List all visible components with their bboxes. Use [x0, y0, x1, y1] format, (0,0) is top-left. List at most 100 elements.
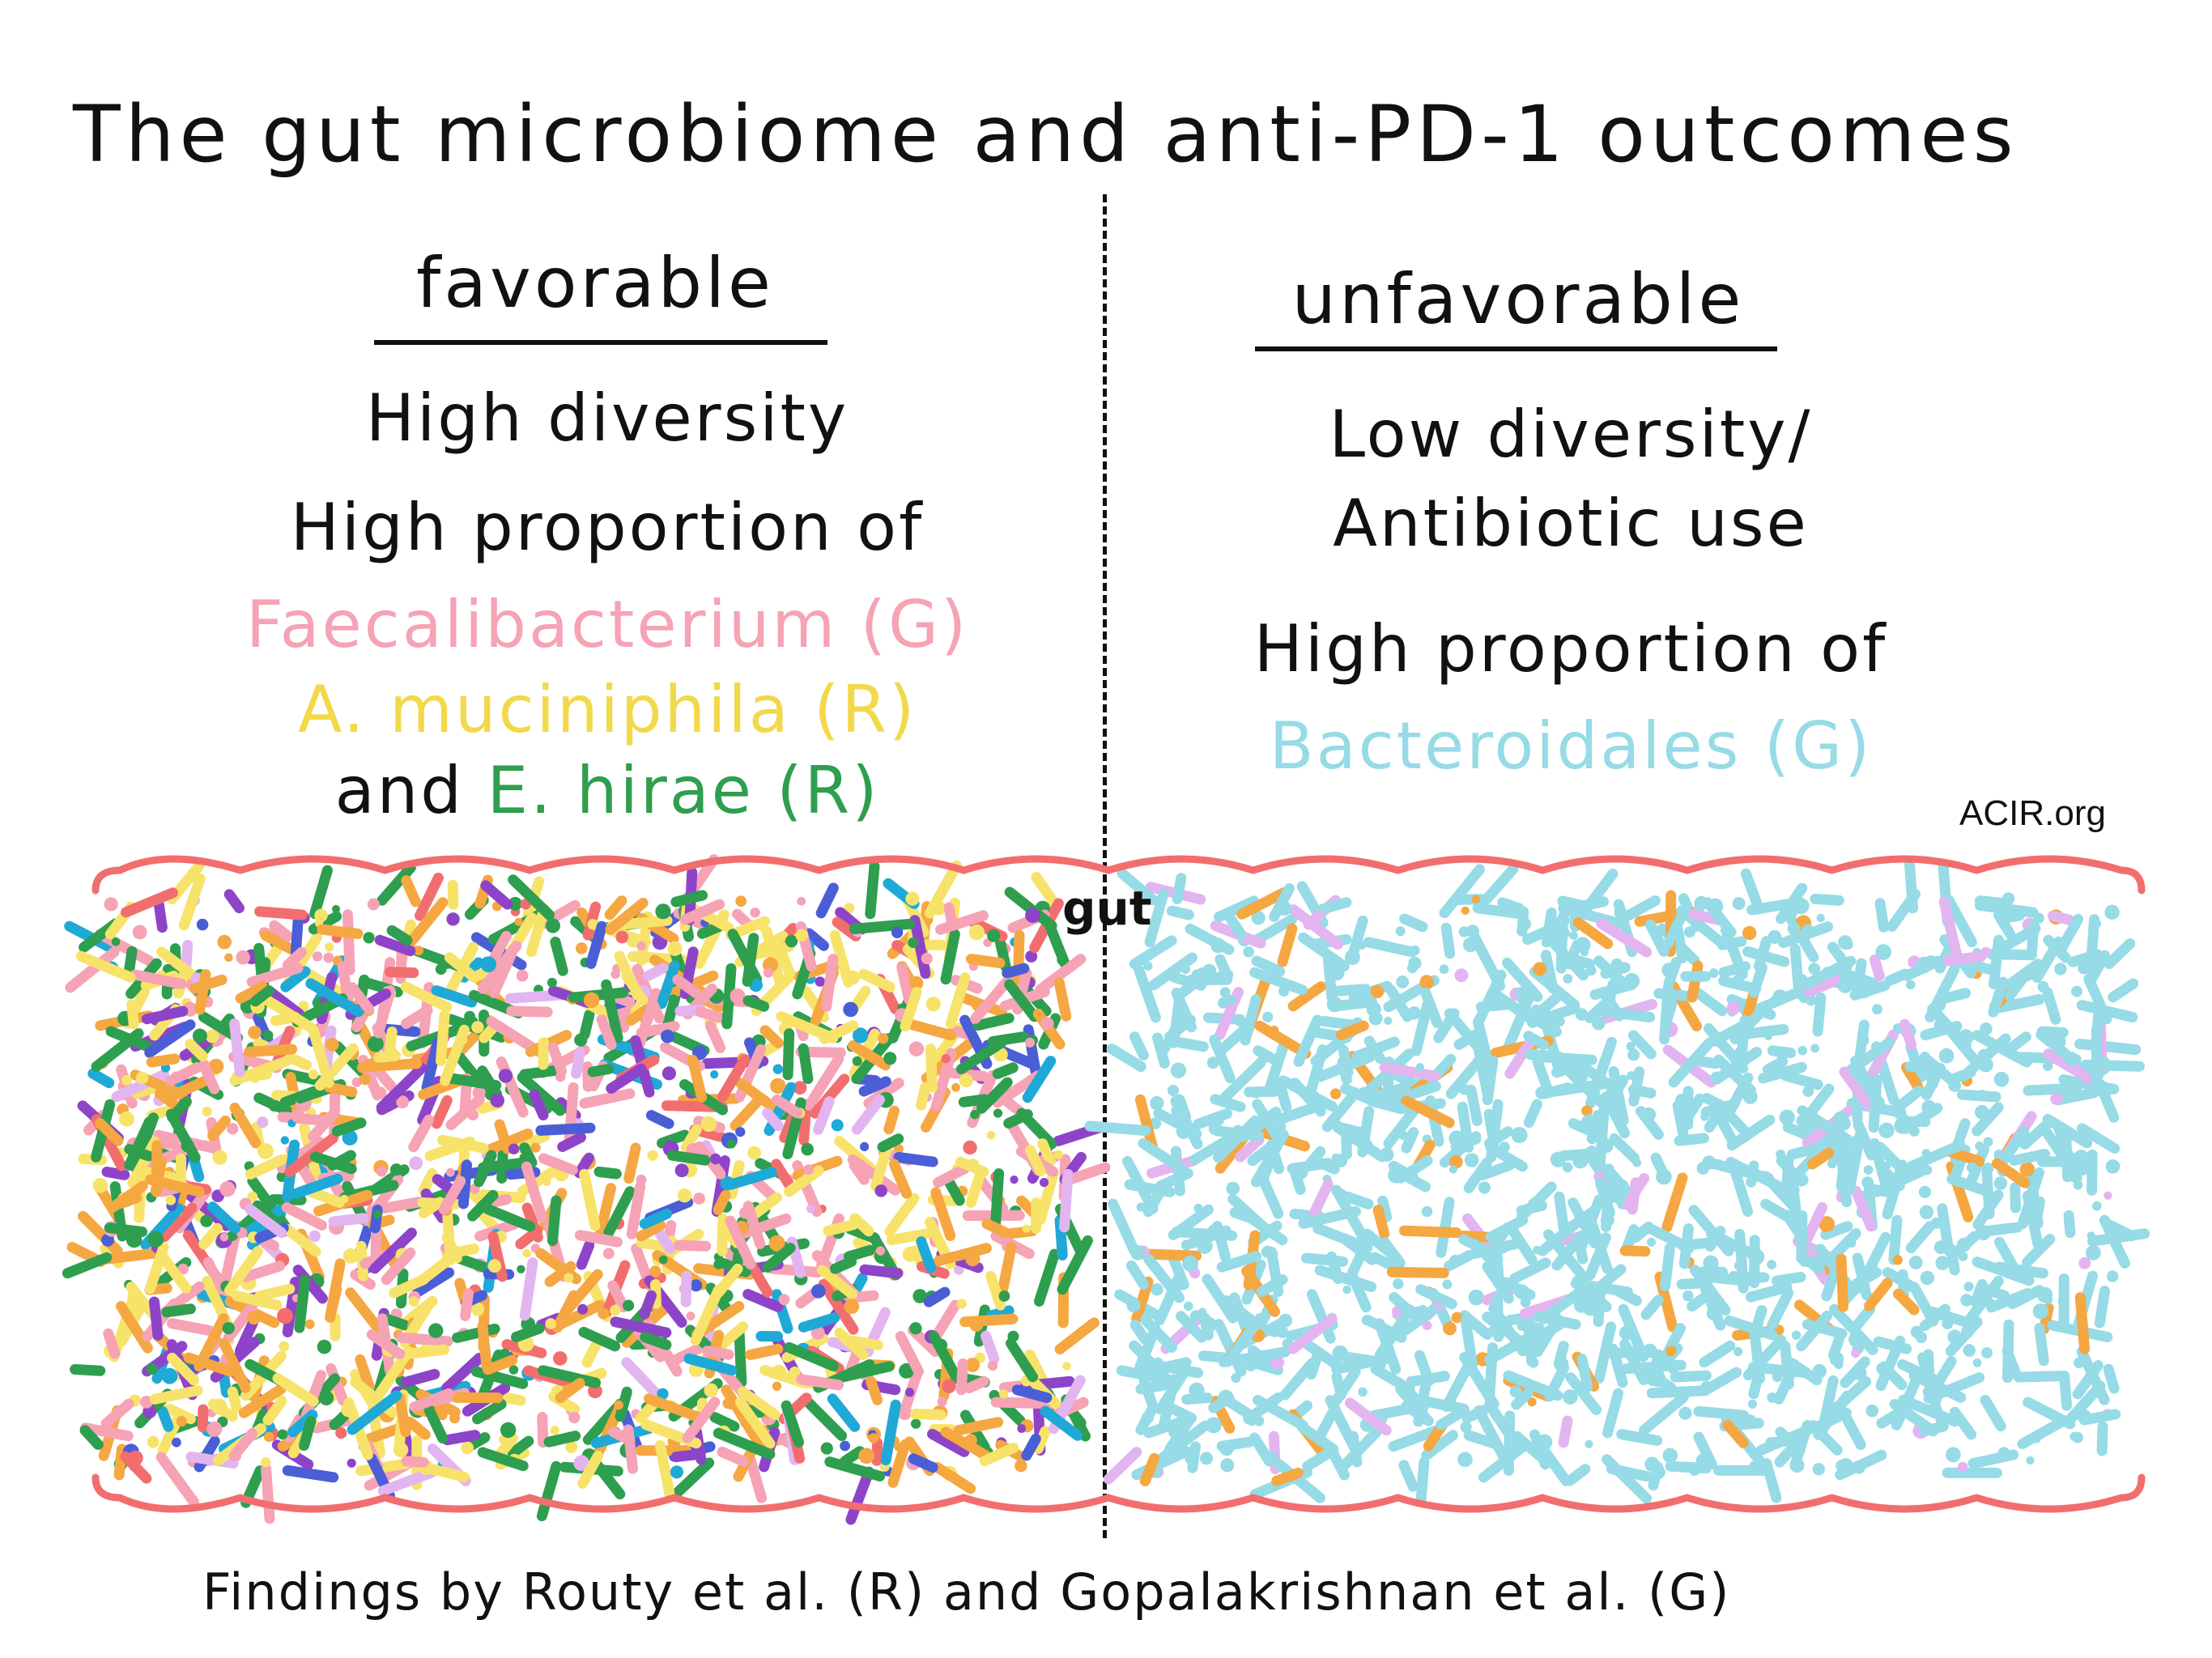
bacterium-rod: [844, 1244, 876, 1262]
bacterium-rod: [1740, 868, 1764, 915]
bacterium-rod: [657, 1129, 691, 1149]
bacterium-rod: [254, 906, 308, 920]
bacterium-cocci: [2069, 1432, 2079, 1441]
bacterium-rod: [385, 967, 419, 979]
bacterium-cocci: [1743, 1414, 1757, 1428]
bacterium-rod: [1512, 1431, 1549, 1465]
bacterium-cocci: [1518, 917, 1532, 930]
bacterium-rod: [124, 1116, 155, 1171]
bacterium-rod: [1185, 923, 1235, 955]
bacterium-rod: [669, 1457, 715, 1501]
bacterium-rod: [1499, 1277, 1536, 1300]
bacterium-cocci: [1733, 1346, 1743, 1357]
bacterium-cocci: [891, 926, 904, 939]
bacterium-rod: [656, 960, 680, 1010]
bacterium-cocci: [564, 1273, 574, 1283]
bacterium-rod: [737, 1386, 781, 1420]
bacterium-cocci: [1972, 1358, 1982, 1367]
bacterium-cocci: [176, 1416, 187, 1427]
bacterium-cocci: [1174, 1277, 1188, 1290]
bacterium-rod: [183, 1352, 236, 1377]
bacterium-rod: [507, 1435, 534, 1459]
bacterium-cocci: [1574, 1072, 1585, 1083]
bacterium-rod: [262, 1396, 287, 1426]
bacterium-rod: [1545, 934, 1589, 981]
bacterium-cocci: [1368, 1011, 1383, 1026]
bacterium-rod: [1410, 999, 1433, 1056]
bacterium-rod: [511, 1323, 545, 1342]
bacterium-cocci: [1448, 1165, 1457, 1174]
bacterium-rod: [1347, 1431, 1363, 1468]
bacterium-rod: [1288, 904, 1343, 950]
bacterium-rod: [100, 1248, 161, 1265]
bacterium-rod: [1908, 1370, 1967, 1403]
bacterium-rod: [680, 899, 725, 925]
bacterium-cocci: [248, 1026, 262, 1039]
bacterium-rod: [1508, 1257, 1551, 1284]
bacterium-rod: [992, 1062, 1019, 1079]
bacterium-cocci: [655, 903, 671, 920]
bacterium-cocci: [119, 1111, 134, 1127]
bacterium-rod: [1129, 1031, 1149, 1061]
bacterium-rod: [2083, 973, 2112, 1025]
bacterium-rod: [1383, 1100, 1423, 1150]
bacterium-cocci: [304, 1319, 315, 1329]
bacterium-rod: [1786, 1358, 1823, 1386]
bacterium-rod: [1181, 1392, 1213, 1405]
bacterium-rod: [470, 1366, 529, 1389]
bacterium-cocci: [470, 1302, 485, 1316]
source-label: ACIR.org: [1959, 793, 2106, 833]
bacterium-rod: [1439, 864, 1485, 919]
bacterium-rod: [759, 1025, 784, 1048]
bacterium-rod: [734, 1326, 747, 1388]
bacterium-rod: [1956, 1089, 2001, 1103]
bacterium-rod: [2042, 987, 2061, 1025]
bacterium-cocci: [1747, 1399, 1758, 1409]
bacterium-rod: [1255, 1169, 1284, 1219]
bacterium-rod: [1059, 1168, 1074, 1233]
bacterium-rod: [910, 1409, 946, 1421]
bacterium-rod: [418, 1461, 470, 1482]
bacterium-cocci: [661, 1029, 674, 1044]
bacterium-rod: [141, 1005, 189, 1025]
bacterium-rod: [735, 1078, 785, 1117]
bacterium-rod: [2031, 1196, 2045, 1230]
bacterium-rod: [1415, 1284, 1457, 1310]
bacterium-cocci: [963, 1140, 977, 1155]
bacterium-rod: [877, 1133, 904, 1153]
bacterium-rod: [1492, 1292, 1504, 1342]
bacterium-rod: [1420, 988, 1443, 1029]
bacterium-rod: [547, 1195, 562, 1247]
bacterium-cocci: [1262, 1011, 1274, 1022]
bacterium-rod: [1803, 975, 1842, 997]
bacterium-rod: [1253, 1358, 1283, 1375]
bacterium-rod: [1474, 1405, 1509, 1463]
bacterium-rod: [1399, 1225, 1462, 1239]
bacterium-rod: [1271, 1468, 1304, 1486]
bacterium-rod: [1378, 1081, 1441, 1109]
bacterium-cocci: [1919, 1205, 1934, 1220]
favorable-akkermansia: A. muciniphila (R): [297, 672, 917, 747]
bacterium-rod: [441, 1430, 481, 1446]
favorable-line-proportion: High proportion of: [290, 490, 925, 565]
bacterium-cocci: [998, 1389, 1009, 1399]
bacterium-rod: [1363, 1035, 1386, 1065]
bacterium-rod: [851, 1095, 885, 1135]
bacterium-cocci: [795, 929, 808, 942]
bacterium-cocci: [670, 1465, 684, 1479]
bacterium-rod: [1342, 1191, 1374, 1209]
bacterium-cocci: [793, 1081, 807, 1095]
bacterium-rod: [1129, 1320, 1151, 1345]
bacterium-cocci: [668, 994, 678, 1005]
bacterium-cocci: [750, 908, 760, 918]
bacterium-rod: [1414, 1350, 1435, 1387]
bacterium-rod: [940, 1426, 991, 1461]
bacterium-cocci: [1979, 1184, 1989, 1194]
bacterium-rod: [970, 975, 1014, 1024]
bacterium-rod: [1869, 954, 1885, 981]
favorable-faecalibacterium: Faecalibacterium (G): [245, 587, 969, 662]
bacterium-cocci: [801, 1142, 814, 1156]
footer-citation: Findings by Routy et al. (R) and Gopalak…: [202, 1562, 1731, 1622]
bacterium-cocci: [1511, 1127, 1528, 1143]
bacterium-cocci: [2107, 1270, 2119, 1282]
